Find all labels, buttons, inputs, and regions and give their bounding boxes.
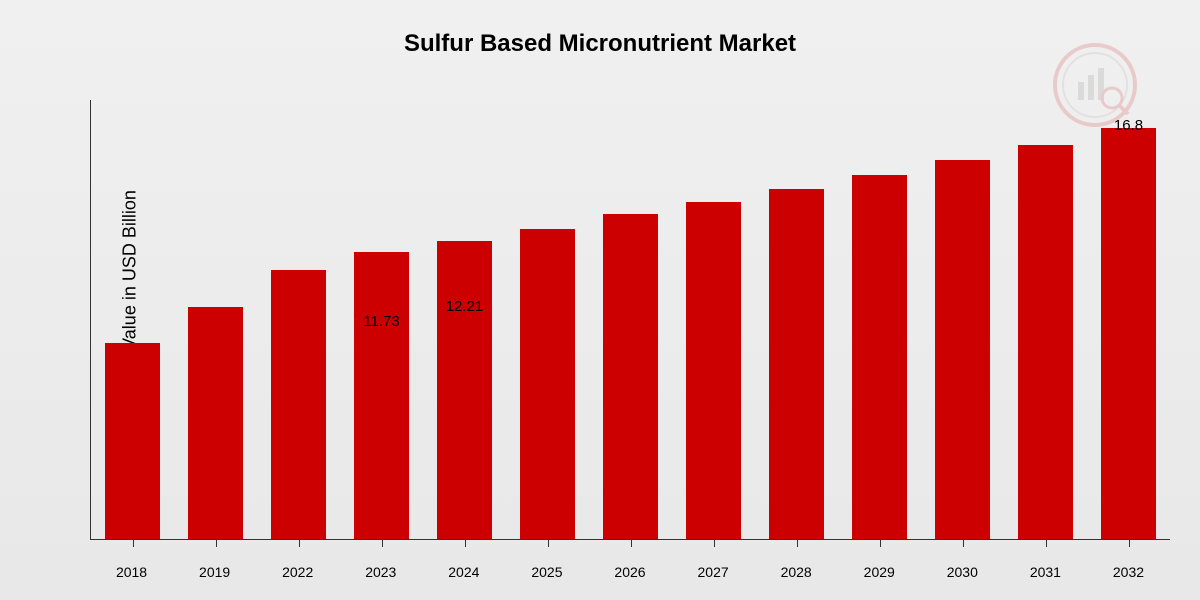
bar-group — [174, 307, 257, 539]
bar — [935, 160, 990, 539]
x-axis-tick — [382, 539, 383, 547]
x-axis-tick — [963, 539, 964, 547]
x-axis-label: 2019 — [173, 564, 256, 580]
bar-group — [257, 270, 340, 539]
bar-group: 11.73 — [340, 252, 423, 539]
bar — [354, 252, 409, 539]
x-axis-tick — [797, 539, 798, 547]
x-axis-label: 2022 — [256, 564, 339, 580]
x-axis-tick — [548, 539, 549, 547]
bar-group — [672, 202, 755, 539]
x-axis-labels: 2018201920222023202420252026202720282029… — [90, 564, 1170, 580]
x-axis-label: 2027 — [672, 564, 755, 580]
x-axis-tick — [216, 539, 217, 547]
x-axis-tick — [1129, 539, 1130, 547]
x-axis-tick — [133, 539, 134, 547]
bar-group — [589, 214, 672, 539]
bar-group — [838, 175, 921, 539]
x-axis-label: 2029 — [838, 564, 921, 580]
x-axis-tick — [714, 539, 715, 547]
x-axis-tick — [1046, 539, 1047, 547]
x-axis-tick — [299, 539, 300, 547]
x-axis-label: 2032 — [1087, 564, 1170, 580]
bar-value-label: 11.73 — [363, 313, 399, 330]
x-axis-label: 2031 — [1004, 564, 1087, 580]
x-axis-tick — [465, 539, 466, 547]
bar-value-label: 12.21 — [446, 298, 484, 315]
chart-title: Sulfur Based Micronutrient Market — [0, 0, 1200, 58]
bar — [105, 343, 160, 539]
x-axis-label: 2028 — [755, 564, 838, 580]
plot-area: 11.73 12.21 16.8 — [90, 100, 1170, 540]
x-axis-label: 2026 — [588, 564, 671, 580]
bar-group — [506, 229, 589, 539]
bar — [1101, 128, 1156, 539]
chart-container: Sulfur Based Micronutrient Market Market… — [0, 0, 1200, 600]
x-axis-label: 2024 — [422, 564, 505, 580]
bar — [271, 270, 326, 539]
bar — [437, 241, 492, 539]
bars-container: 11.73 12.21 16.8 — [91, 100, 1170, 539]
bar-group — [921, 160, 1004, 539]
x-axis-tick — [631, 539, 632, 547]
x-axis-label: 2030 — [921, 564, 1004, 580]
x-axis-label: 2023 — [339, 564, 422, 580]
bar — [852, 175, 907, 539]
bar — [520, 229, 575, 539]
bar-group: 12.21 — [423, 241, 506, 539]
bar — [1018, 145, 1073, 539]
x-axis-label: 2025 — [505, 564, 588, 580]
bar-group: 16.8 — [1087, 128, 1170, 539]
bar-value-label: 16.8 — [1114, 117, 1143, 134]
bar — [686, 202, 741, 539]
bar — [769, 189, 824, 539]
bar-group — [1004, 145, 1087, 539]
bar-group — [755, 189, 838, 539]
bar — [188, 307, 243, 539]
x-axis-label: 2018 — [90, 564, 173, 580]
bar — [603, 214, 658, 539]
bar-group — [91, 343, 174, 539]
x-axis-tick — [880, 539, 881, 547]
